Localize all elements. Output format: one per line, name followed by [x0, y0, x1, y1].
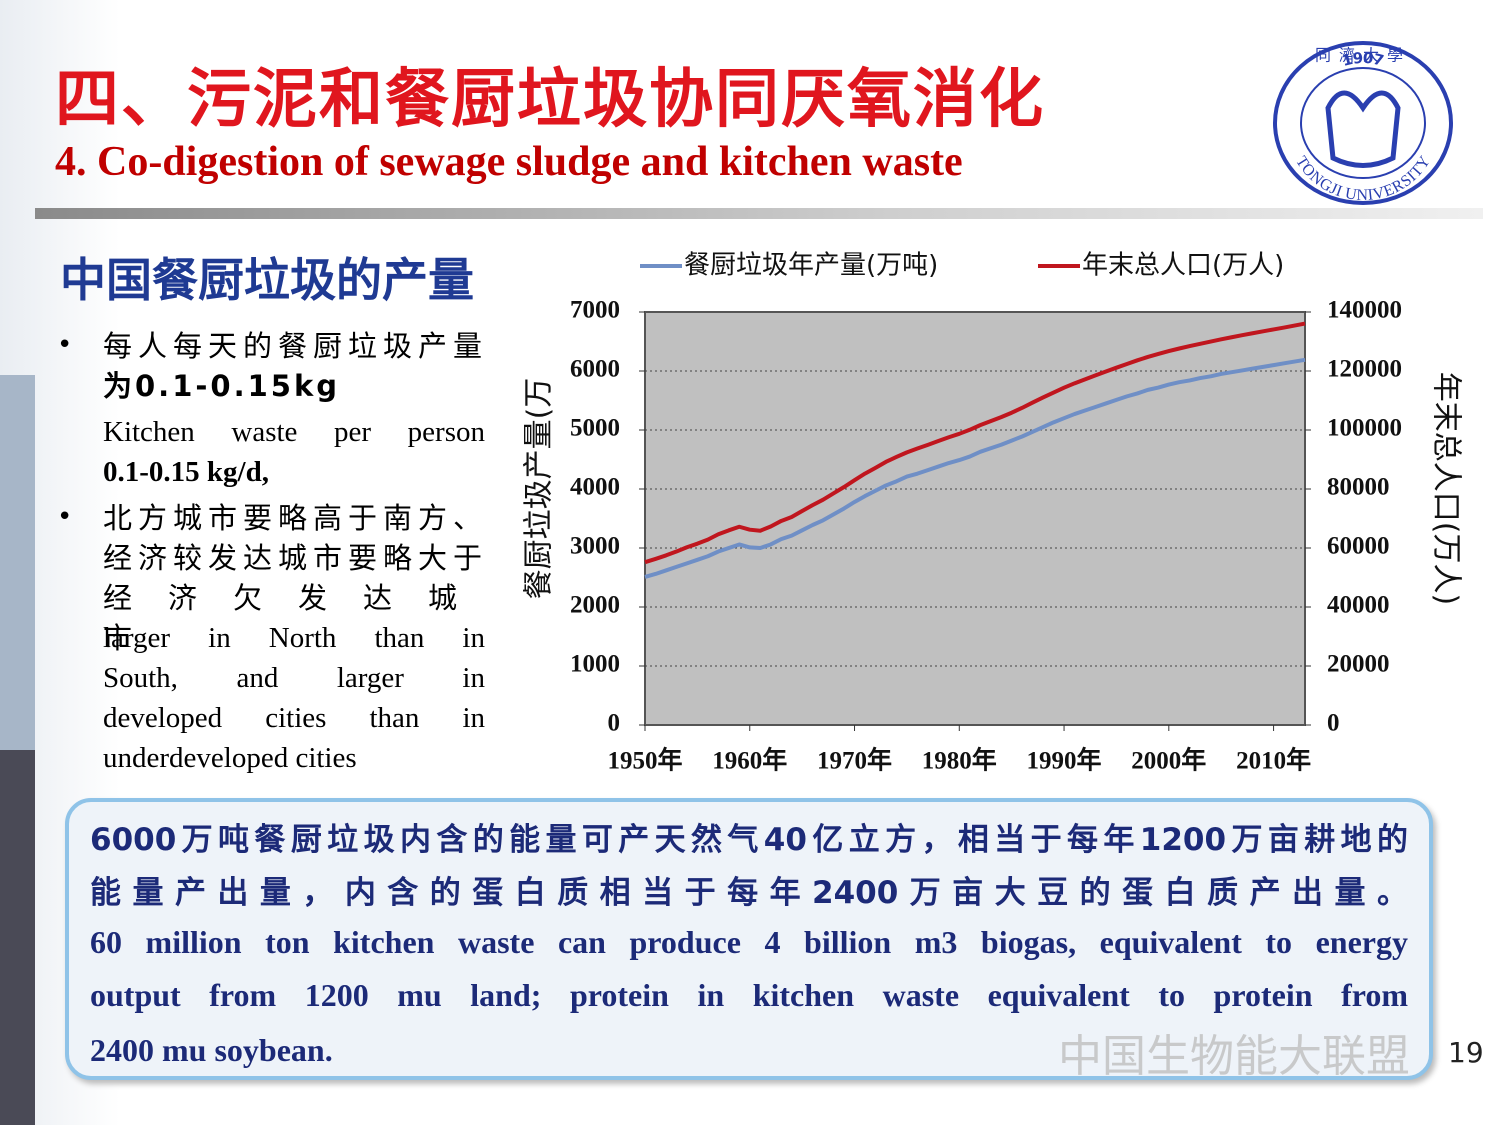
x-tick-label: 1980年: [922, 746, 997, 775]
note-line: 2400 mu soybean.: [90, 1032, 333, 1068]
logo-ring: [1273, 41, 1453, 205]
y-tick-label: 5000: [570, 415, 620, 442]
y2-tick-label: 140000: [1327, 297, 1402, 324]
slide-title: 四、污泥和餐厨垃圾协同厌氧消化: [55, 63, 1045, 137]
bullet-line: 0.1-0.15 kg/d,: [103, 456, 269, 488]
side-strip: [0, 750, 35, 1125]
watermark: 中国生物能大联盟: [1058, 1031, 1410, 1082]
y2-tick-label: 20000: [1327, 651, 1390, 678]
bullet-dot: •: [57, 502, 73, 532]
y-tick-label: 2000: [570, 592, 620, 619]
bullet-line: 经济较发达城市要略大于: [103, 541, 485, 575]
y2-tick-label: 40000: [1327, 592, 1390, 619]
x-tick-label: 2000年: [1131, 746, 1206, 775]
bullet-line: developed cities than in: [103, 702, 485, 734]
y-tick-label: 0: [608, 710, 621, 737]
page-number: 19: [1448, 1036, 1484, 1069]
bullet-line: underdeveloped cities: [103, 742, 357, 774]
note-line: output from 1200 mu land; protein in kit…: [90, 977, 1408, 1013]
y2-tick-label: 80000: [1327, 474, 1390, 501]
note-line: 6000万吨餐厨垃圾内含的能量可产天然气40亿立方，相当于每年1200万亩耕地的: [90, 822, 1408, 858]
header-rule: [35, 208, 1483, 219]
bullet-line: larger in North than in: [103, 622, 485, 654]
logo-chinese: 同濟大學: [1315, 46, 1411, 65]
y-tick-label: 4000: [570, 474, 620, 501]
y-axis-label: 餐厨垃圾产量(万: [522, 378, 557, 600]
legend-label: 年末总人口(万人): [1082, 251, 1284, 281]
bullet-dot: •: [57, 330, 73, 360]
y2-tick-label: 0: [1327, 710, 1340, 737]
y2-tick-label: 120000: [1327, 356, 1402, 383]
logo-emblem: [1325, 90, 1401, 168]
y2-tick-label: 60000: [1327, 533, 1390, 560]
bullet-line: 每人每天的餐厨垃圾产量: [103, 329, 485, 363]
y-tick-label: 7000: [570, 297, 620, 324]
bullet-line: 为0.1-0.15kg: [103, 369, 341, 403]
series-line: [644, 321, 1306, 565]
y2-axis-label: 年末总人口(万人): [1429, 372, 1464, 605]
x-tick-label: 2010年: [1236, 746, 1311, 775]
y-tick-label: 3000: [570, 533, 620, 560]
bullet-line: South, and larger in: [103, 662, 485, 694]
plot-area: [644, 311, 1306, 726]
section-title: 中国餐厨垃圾的产量: [60, 253, 474, 307]
bullet-line: 北方城市要略高于南方、: [103, 501, 485, 535]
logo: 1907 TONGJI UNIVERSITY 同濟大學: [1273, 41, 1453, 205]
x-tick-label: 1990年: [1027, 746, 1102, 775]
chart: 0 1000 2000 3000 4000 5000 6000 7000 0 20000 40000…: [522, 251, 1464, 775]
note-box: [65, 798, 1433, 1080]
slide-subtitle: 4. Co-digestion of sewage sludge and kit…: [55, 139, 963, 185]
note-line: 能量产出量，内含的蛋白质相当于每年2400万亩大豆的蛋白质产出量。: [90, 875, 1408, 911]
y-tick-label: 6000: [570, 356, 620, 383]
x-tick-label: 1970年: [817, 746, 892, 775]
legend-label: 餐厨垃圾年产量(万吨): [684, 251, 938, 281]
note-line: 60 million ton kitchen waste can produce…: [90, 924, 1408, 960]
bullet-line: Kitchen waste per person: [103, 416, 485, 448]
logo-ring: [1300, 67, 1426, 179]
bullet-line: 经济欠发达城市: [103, 581, 485, 655]
x-tick-label: 1950年: [607, 746, 682, 775]
series-line: [644, 357, 1306, 579]
y2-tick-label: 100000: [1327, 415, 1402, 442]
x-tick-label: 1960年: [712, 746, 787, 775]
y-tick-label: 1000: [570, 651, 620, 678]
side-strip: [0, 375, 35, 750]
